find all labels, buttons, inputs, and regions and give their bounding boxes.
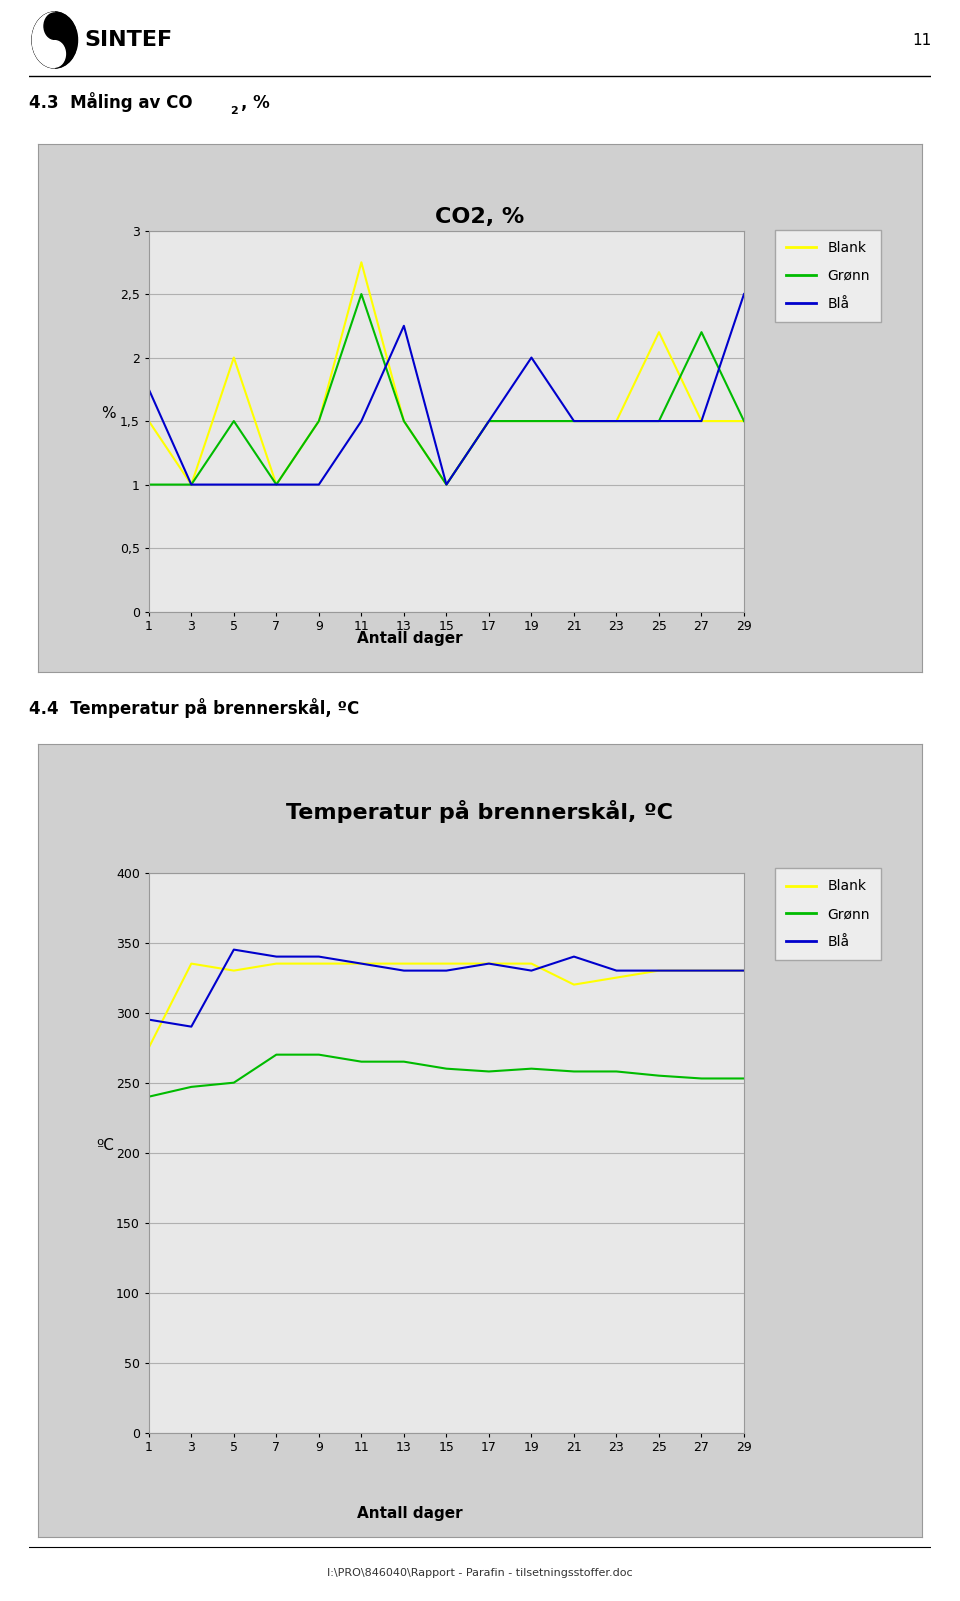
Text: 4.4  Temperatur på brennerskål, ºC: 4.4 Temperatur på brennerskål, ºC (29, 698, 359, 719)
Text: I:\PRO\846040\Rapport - Parafin - tilsetningsstoffer.doc: I:\PRO\846040\Rapport - Parafin - tilset… (327, 1567, 633, 1579)
Wedge shape (33, 13, 55, 67)
Text: SINTEF: SINTEF (84, 30, 172, 50)
Circle shape (44, 40, 65, 67)
Text: , %: , % (241, 94, 270, 112)
Legend: Blank, Grønn, Blå: Blank, Grønn, Blå (775, 868, 881, 961)
Text: 4.3  Måling av CO: 4.3 Måling av CO (29, 93, 192, 112)
Text: Antall dager: Antall dager (356, 631, 462, 645)
Legend: Blank, Grønn, Blå: Blank, Grønn, Blå (775, 231, 881, 322)
Y-axis label: %: % (102, 407, 116, 421)
Circle shape (33, 13, 77, 67)
Circle shape (44, 13, 65, 40)
Text: Temperatur på brennerskål, ºC: Temperatur på brennerskål, ºC (286, 800, 674, 823)
Text: CO2, %: CO2, % (436, 208, 524, 227)
Text: 11: 11 (912, 32, 931, 48)
Y-axis label: ºC: ºC (96, 1138, 113, 1153)
Text: 2: 2 (230, 106, 238, 115)
Text: Antall dager: Antall dager (356, 1507, 462, 1521)
